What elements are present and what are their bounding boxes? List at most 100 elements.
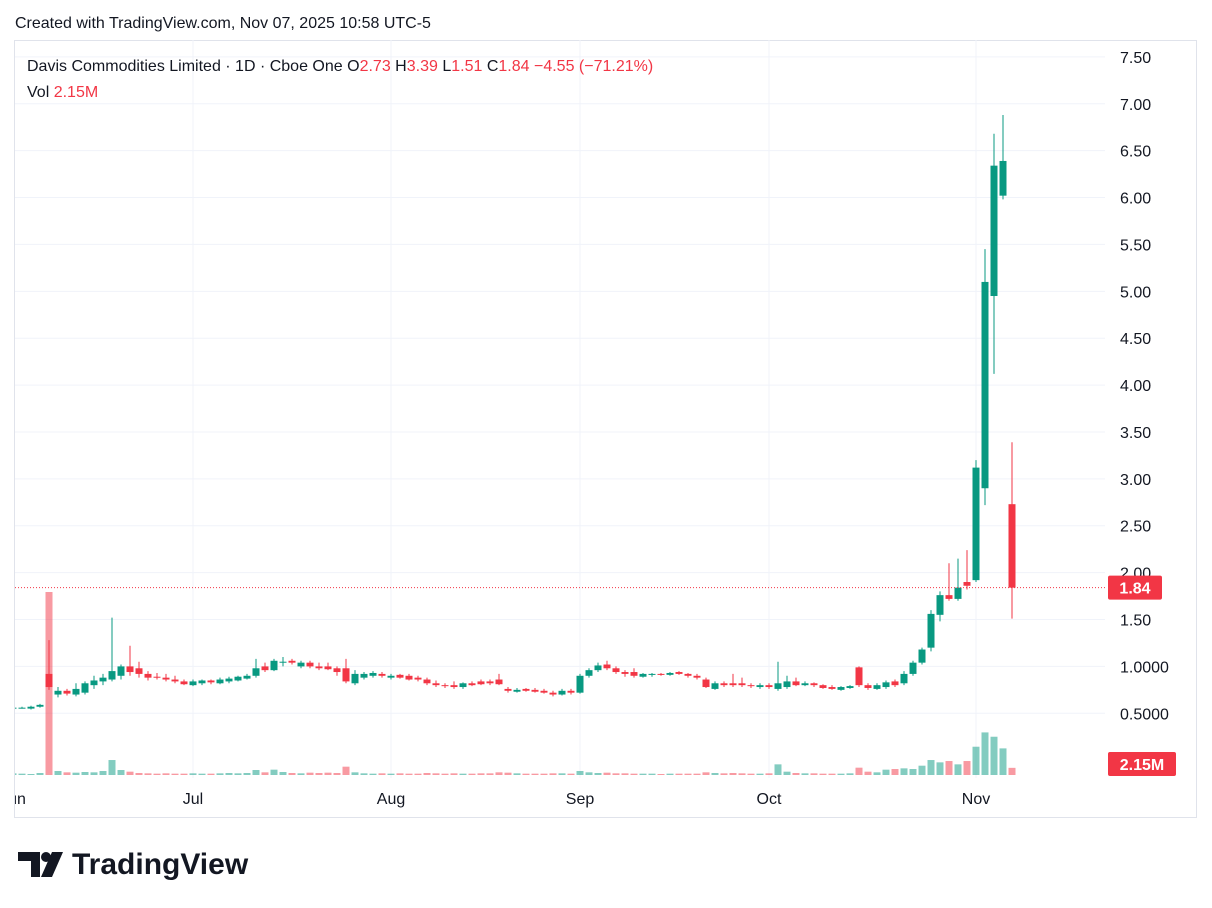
volume-bar [162,773,170,775]
candle-body [747,685,755,687]
volume-bar [396,773,404,775]
volume-bar [945,761,953,775]
volume-bar [621,773,629,775]
volume-bar [684,773,692,775]
x-tick-label: Jul [183,791,203,808]
y-tick-label: 0.5000 [1120,706,1169,723]
volume-bar [603,772,611,775]
candle-body [144,673,152,678]
candle-body [369,672,377,676]
volume-bar [765,773,773,775]
candle-body [666,672,674,675]
candle-body [315,666,323,669]
volume-bar [918,765,926,775]
volume-bar [360,773,368,775]
candle-body [711,683,719,689]
candle-body [738,683,746,686]
volume-bar [81,772,89,775]
volume-bar [171,773,179,775]
volume-bar [612,773,620,775]
candle-body [117,666,125,676]
candle-body [981,281,989,489]
frame [14,40,1197,818]
volume-bar [144,773,152,775]
candle-body [36,704,44,707]
volume-bar [630,773,638,775]
candle-body [729,683,737,686]
candle-body [954,587,962,599]
volume-bar [801,773,809,775]
candle-body [774,683,782,689]
volume-bar [828,773,836,775]
volume-bar [108,760,116,775]
volume-bar [756,773,764,775]
candle-body [189,681,197,686]
candle-body [306,662,314,667]
volume-bar [423,773,431,775]
candle-body [351,673,359,684]
candle-body [225,678,233,682]
candle-body [234,676,242,681]
volume-bar [936,762,944,775]
volume-bar [1008,767,1016,775]
volume-bar [153,773,161,775]
volume-bar [15,773,17,775]
candle-body [945,595,953,599]
candle-body [378,673,386,676]
volume-bar [639,773,647,775]
candle-body [702,679,710,688]
volume-bar [279,772,287,775]
volume-bar [729,773,737,775]
volume-bar [954,764,962,775]
volume-bar [189,773,197,775]
volume-bar [333,773,341,775]
footer-brand: TradingView [72,848,249,881]
volume-bar [495,772,503,775]
volume-bar [558,773,566,775]
candle-body [648,673,656,675]
candle-body [477,681,485,685]
candle-body [495,679,503,685]
volume-bar [90,772,98,775]
volume-bar [225,773,233,775]
ohlc-label: L [442,58,452,75]
candle-body [324,666,332,670]
volume-bar [261,772,269,775]
candle-body [270,660,278,671]
volume-bar [819,773,827,775]
candle-body [828,687,836,689]
candle-body [882,682,890,688]
candle-body [603,664,611,669]
volume-bar [234,773,242,775]
volume-bar [369,773,377,775]
volume-bar [486,773,494,775]
y-tick-label: 3.50 [1120,425,1151,442]
volume-bar [531,773,539,775]
volume-bar [441,773,449,775]
candle-body [891,681,899,686]
candle-body [486,681,494,684]
candle-body [171,679,179,682]
candle-body [549,692,557,695]
volume-value: 2.15M [53,84,99,101]
ohlc-label: C [486,58,499,75]
volume-bar [747,773,755,775]
volume-bar [783,771,791,775]
y-tick-label: 7.00 [1120,97,1151,114]
candle-body [972,467,980,581]
candle-body [387,675,395,678]
volume-bar [999,748,1007,775]
volume-bar [405,773,413,775]
candle-body [297,662,305,667]
candle-body [414,677,422,680]
candle-body [450,685,458,688]
candle-body [936,595,944,615]
candle-body [342,668,350,682]
y-tick-label: 7.50 [1120,50,1151,67]
candle-body [855,667,863,686]
candle-body [216,679,224,684]
candle-body [621,672,629,674]
x-tick-label: Oct [757,791,782,808]
candle-body [468,683,476,686]
